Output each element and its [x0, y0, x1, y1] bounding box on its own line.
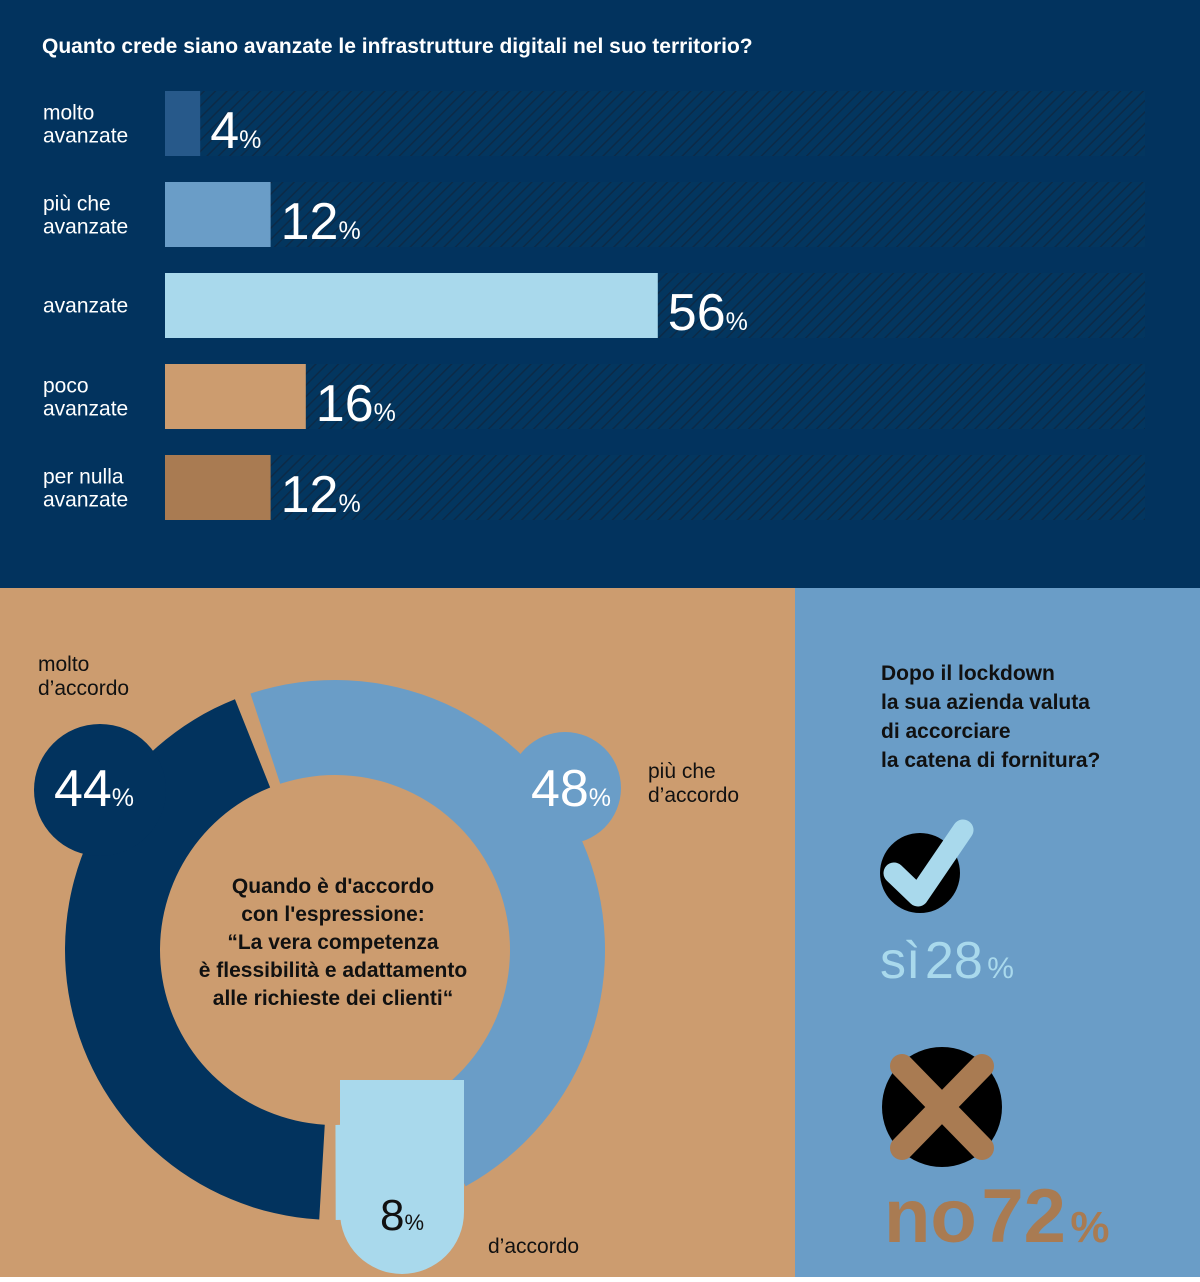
bar-value-label: 12%: [281, 193, 361, 251]
bar-category-label: avanzate: [43, 295, 128, 318]
bar-category-label: molto avanzate: [43, 102, 128, 148]
slice-bubble: [509, 732, 621, 844]
bar: [165, 364, 306, 429]
no-result: no 72 %: [884, 1174, 1109, 1259]
bar-track: [165, 182, 1145, 247]
no-value: 72: [981, 1174, 1066, 1259]
lockdown-question-text: Dopo il lockdown la sua azienda valuta di …: [881, 662, 1100, 772]
slice-category-label: molto d’accordo: [38, 653, 129, 700]
lockdown-question: Dopo il lockdown la sua azienda valuta di …: [881, 662, 1100, 772]
bar-value-label: 4%: [210, 102, 261, 160]
x-circle-icon: [882, 1047, 1002, 1167]
check-circle-icon: [880, 819, 974, 913]
yes-result: sì 28 %: [880, 932, 1014, 990]
bar-category-label: poco avanzate: [43, 375, 128, 421]
bar: [165, 182, 271, 247]
donut-chart: 48% 8% 44% più che d’accordo d’accordo molto d’…: [34, 653, 739, 1274]
bar-value-label: 16%: [316, 375, 396, 433]
bar: [165, 455, 271, 520]
bar-track: [165, 91, 1145, 156]
slice-bubble: [34, 724, 166, 856]
bar-chart-title: Quanto crede siano avanzate le infrastru…: [42, 35, 753, 58]
bar-category-label: per nulla avanzate: [43, 466, 128, 512]
no-label: no: [884, 1174, 977, 1259]
slice-value-label: 48%: [531, 760, 611, 818]
bar: [165, 91, 201, 156]
slice-value-label: 44%: [54, 760, 134, 818]
slice-category-label: più che d’accordo: [648, 760, 739, 807]
bar-track: [165, 364, 1145, 429]
yes-label: sì: [880, 932, 920, 990]
bar-category-label: più che avanzate: [43, 193, 128, 239]
yes-unit: %: [987, 952, 1014, 985]
donut-center-text: Quando è d'accordo con l'espressione: “La …: [199, 875, 467, 1010]
bar-value-label: 56%: [668, 284, 748, 342]
bar: [165, 273, 658, 338]
bar-track: [165, 455, 1145, 520]
no-unit: %: [1070, 1203, 1109, 1252]
slice-value-label: 8%: [380, 1191, 424, 1240]
slice-category-label: d’accordo: [488, 1235, 579, 1258]
yes-value: 28: [925, 932, 983, 990]
bar-value-label: 12%: [281, 466, 361, 524]
lockdown-panel: [795, 588, 1200, 1277]
donut-title: Quando è d'accordo con l'espressione: “La …: [199, 875, 467, 1010]
bar-chart: molto avanzate 4% più che avanzate 12% avanzat…: [43, 91, 1145, 524]
slice-bubble-stem: [340, 1080, 464, 1212]
